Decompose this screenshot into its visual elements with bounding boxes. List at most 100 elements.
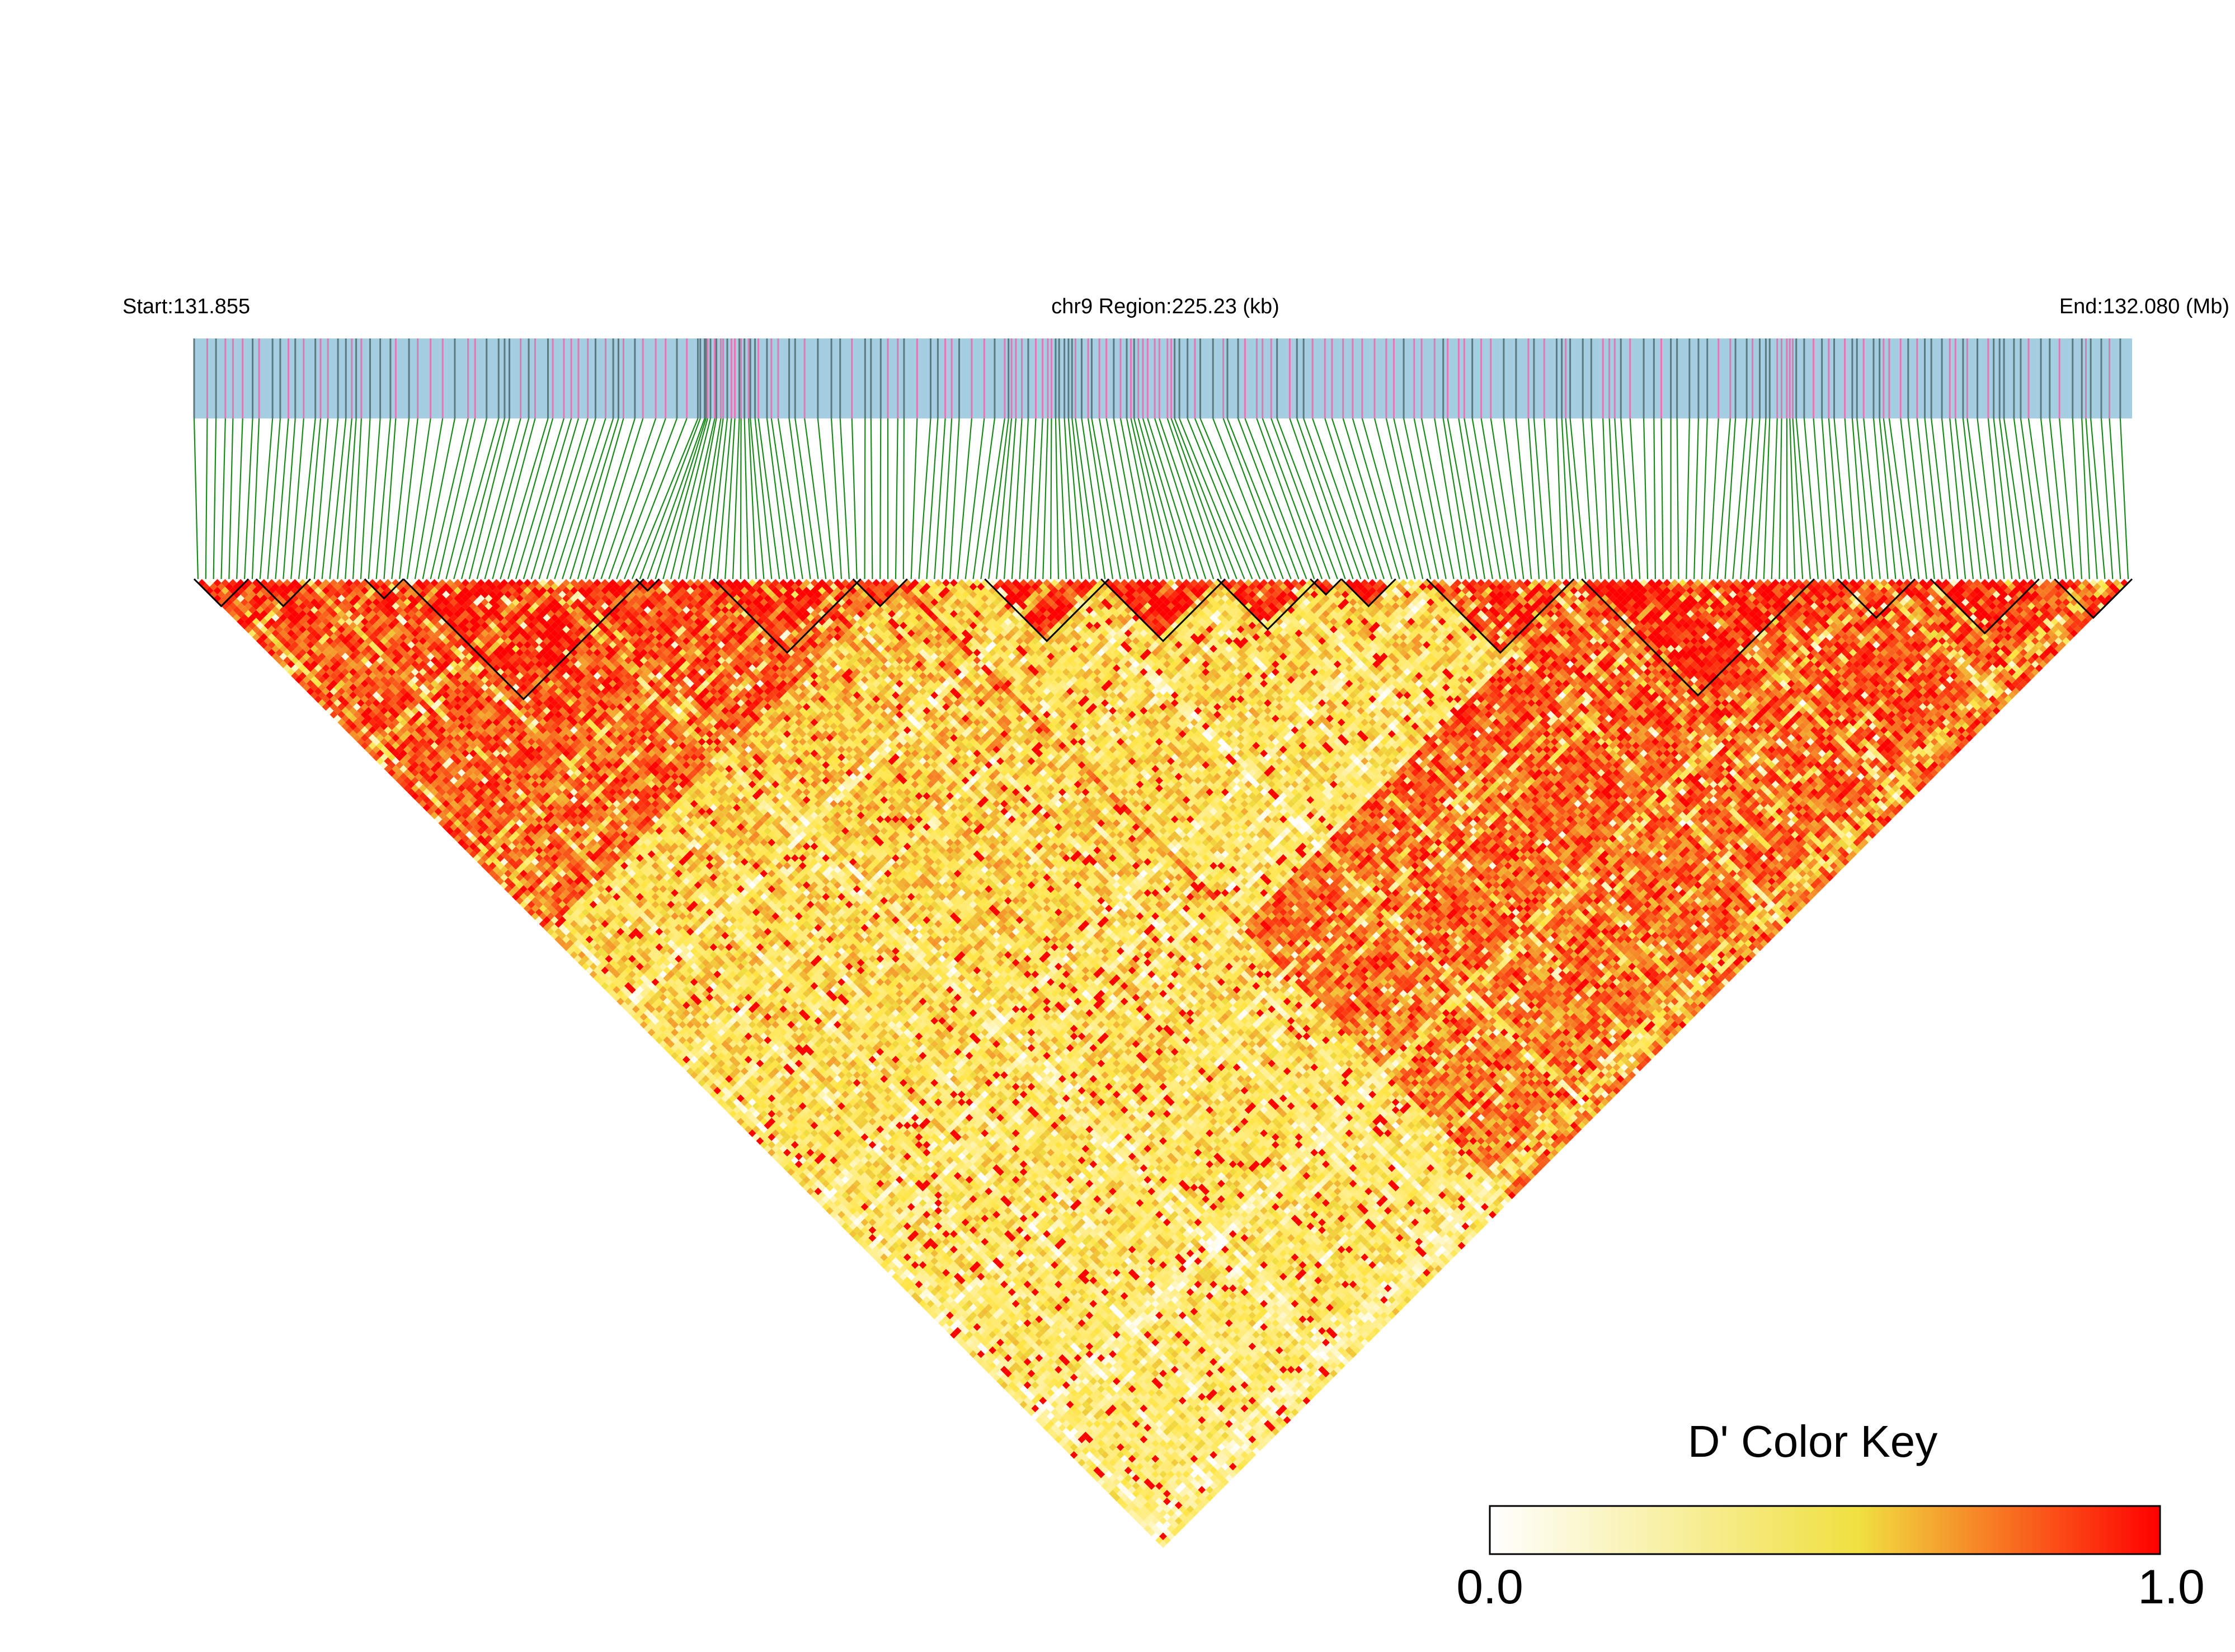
snp-connector-line <box>193 418 199 580</box>
ld-cell <box>1124 1482 1132 1490</box>
ld-cell <box>1062 1428 1070 1436</box>
snp-connector-line <box>414 418 444 580</box>
snp-connector-line <box>1833 418 1850 580</box>
snp-connector-line <box>236 418 243 580</box>
snp-connector-line <box>1393 418 1432 580</box>
ld-cell <box>1097 1462 1105 1471</box>
ld-cell <box>349 714 357 723</box>
ld-cell <box>996 1377 1004 1386</box>
ld-cell <box>834 1199 841 1207</box>
snp-connector-line <box>1244 418 1307 580</box>
snp-connector-line <box>709 418 728 580</box>
ld-cell <box>617 966 625 975</box>
ld-cell <box>349 707 357 715</box>
ld-cell <box>973 1338 981 1347</box>
ld-cell <box>597 947 605 956</box>
ld-cell <box>1055 1420 1062 1428</box>
ld-cell <box>1035 1392 1043 1401</box>
ld-cell <box>1043 1416 1051 1424</box>
ld-cell <box>380 745 388 754</box>
ld-cell <box>899 1280 907 1288</box>
ld-cell <box>1128 1494 1136 1502</box>
ld-cell <box>283 641 291 649</box>
ld-cell <box>1027 1408 1036 1416</box>
ld-cell <box>973 1331 981 1339</box>
ld-cell <box>884 1249 892 1258</box>
snp-connector-line <box>1582 418 1594 580</box>
ld-cell <box>1027 1400 1036 1409</box>
snp-connector-line <box>1237 418 1300 580</box>
snp-connector-line <box>1133 418 1175 580</box>
snp-connector-line <box>1527 418 1540 580</box>
ld-cell <box>1051 1416 1058 1424</box>
snp-connector-line <box>1643 418 1649 580</box>
ld-cell <box>771 1137 780 1145</box>
ld-cell <box>500 881 509 889</box>
ld-cell <box>302 668 310 676</box>
snp-connector-line <box>830 418 843 580</box>
ld-cell <box>1039 1404 1047 1413</box>
snp-connector-line <box>1941 418 1959 580</box>
ld-cell <box>252 618 260 626</box>
ld-cell <box>1085 1466 1094 1475</box>
ld-cell <box>1136 1509 1144 1517</box>
ld-cell <box>1000 1366 1008 1374</box>
ld-cell <box>771 1145 780 1153</box>
snp-connector-line <box>1464 418 1493 580</box>
snp-connector-line <box>1034 418 1043 580</box>
ld-cell <box>213 579 222 587</box>
ld-cell <box>225 590 233 599</box>
ld-cell <box>1019 1377 1028 1386</box>
ld-cell <box>314 695 322 703</box>
ld-cell <box>256 637 264 645</box>
snp-connector-line <box>757 418 780 580</box>
snp-connector-line <box>1166 418 1222 580</box>
ld-cell <box>446 803 454 812</box>
snp-connector-line <box>1361 418 1408 580</box>
snp-connector-line <box>1159 418 1215 580</box>
ld-cell <box>957 1323 966 1331</box>
ld-cell <box>1066 1439 1074 1447</box>
ld-cell <box>291 656 299 665</box>
ld-cell <box>663 1036 671 1044</box>
snp-connector-line <box>662 418 708 580</box>
ld-cell <box>996 1369 1004 1378</box>
ld-cell <box>380 761 388 769</box>
ld-cell <box>512 877 520 886</box>
ld-cell <box>500 858 509 866</box>
ld-cell <box>512 869 520 878</box>
ld-cell <box>469 819 477 827</box>
snp-connector-line <box>1851 418 1866 580</box>
ld-cell <box>275 633 284 641</box>
ld-cell <box>868 1226 877 1234</box>
ld-cell <box>267 633 276 641</box>
ld-cell <box>868 1249 877 1258</box>
ld-cell <box>617 974 625 982</box>
snp-connector-line <box>345 418 357 580</box>
ld-cell <box>1124 1505 1132 1513</box>
ld-cell <box>617 982 625 990</box>
ld-cell <box>426 776 435 785</box>
snp-connector-line <box>2027 418 2052 580</box>
snp-connector-line <box>1778 418 1782 580</box>
ld-cell <box>360 726 369 735</box>
ld-cell <box>213 586 222 595</box>
ld-cell <box>888 1245 896 1254</box>
ld-cell <box>771 1129 780 1137</box>
ld-cell <box>965 1331 973 1339</box>
ld-cell <box>806 1179 815 1188</box>
ld-cell <box>229 579 237 587</box>
snp-connector-line <box>949 418 960 580</box>
ld-cell <box>1105 1486 1113 1494</box>
ld-cell <box>946 1311 954 1320</box>
ld-cell <box>337 710 346 719</box>
snp-connector-line <box>934 418 946 580</box>
ld-cell <box>872 1253 881 1262</box>
snp-connector-line <box>569 418 619 580</box>
snp-connector-line <box>1556 418 1563 580</box>
snp-connector-line <box>744 418 749 580</box>
ld-cell <box>895 1277 904 1284</box>
snp-connector-line <box>507 418 554 580</box>
snp-connector-line <box>453 418 500 580</box>
ld-cell <box>1047 1412 1055 1420</box>
